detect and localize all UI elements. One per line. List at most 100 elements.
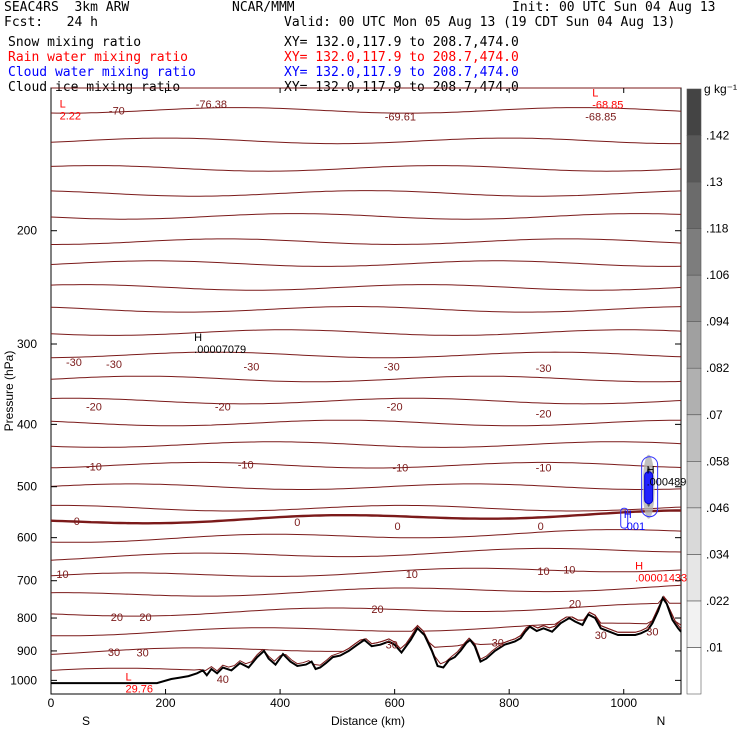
- isotherm-line: [50, 260, 682, 267]
- colorbar-tick-label: .01: [706, 641, 723, 655]
- south-label: S: [82, 714, 90, 728]
- extremum-value: .00007079: [194, 344, 246, 356]
- colorbar-cell: [686, 507, 702, 555]
- colorbar-cell: [686, 228, 702, 276]
- extremum-type: H: [624, 509, 632, 521]
- isotherm-label: -10: [86, 461, 102, 473]
- field-label-rain: Rain water mixing ratio: [8, 50, 189, 65]
- x-tick-label: 1000: [610, 696, 637, 710]
- isotherm-label: 0: [74, 516, 80, 528]
- init-time: Init: 00 UTC Sun 04 Aug 13: [512, 0, 716, 15]
- extremum-type: L: [592, 87, 598, 99]
- isotherm-line: [50, 419, 681, 427]
- isotherm-line: [50, 213, 682, 220]
- extremum-type: H: [647, 464, 655, 476]
- y-axis-label: Pressure (hPa): [2, 351, 16, 432]
- isotherm-line: [50, 509, 681, 525]
- isotherm-label: 10: [406, 569, 418, 581]
- y-tick-label: 600: [17, 531, 37, 545]
- colorbar-cell: [686, 600, 702, 648]
- x-axis-label: Distance (km): [331, 714, 405, 728]
- isotherm-label: 30: [595, 630, 607, 642]
- isotherm-line: [50, 595, 681, 617]
- colorbar: g kg⁻¹ .01 .022 .034 .046 .058 .07 .082 .094 .10…: [686, 82, 737, 695]
- isotherm-label: 30: [108, 647, 120, 659]
- colorbar-cell: [686, 647, 702, 695]
- isotherm-line: [50, 547, 682, 561]
- extremum-type: L: [60, 98, 66, 110]
- field-label-snow: Snow mixing ratio: [8, 35, 142, 50]
- isotherm-line: [50, 375, 682, 383]
- extremum-value: 2.22: [60, 110, 81, 122]
- cloud-water-region: [620, 454, 659, 529]
- isotherm-line: [50, 595, 682, 655]
- temperature-labels: -70 -69.61 -68.85 -76.38 -30 -30 -30 -30 -30 -20 -…: [56, 99, 658, 686]
- y-tick-label: 1000: [10, 673, 37, 687]
- extremum-value: .001: [624, 521, 645, 533]
- isotherm-label: 0: [294, 517, 300, 529]
- cloud-water-contour: [620, 507, 629, 529]
- isotherm-line: [50, 529, 682, 543]
- isotherm-label: 20: [111, 612, 123, 624]
- extremum-value: -68.85: [592, 99, 623, 111]
- center-label: NCAR/MMM: [232, 0, 295, 15]
- y-tick-label: 800: [17, 611, 37, 625]
- isotherm-label: 10: [56, 569, 68, 581]
- y-tick-label: 900: [17, 644, 37, 658]
- extremum-value: 29.76: [125, 684, 153, 696]
- y-tick-label: 500: [17, 480, 37, 494]
- valid-time: Valid: 00 UTC Mon 05 Aug 13 (19 CDT Sun …: [284, 15, 676, 30]
- terrain-line: [51, 595, 682, 685]
- title-left: SEAC4RS 3km ARW: [4, 0, 130, 15]
- colorbar-cell: [686, 88, 702, 136]
- colorbar-tick-label: .118: [706, 222, 729, 236]
- isotherm-label: 0: [538, 521, 544, 533]
- field-label-cloud-water: Cloud water mixing ratio: [8, 65, 196, 80]
- y-tick-label: 200: [17, 224, 37, 238]
- colorbar-cell: [686, 554, 702, 602]
- isotherm-line: [50, 461, 682, 469]
- colorbar-cell: [686, 135, 702, 183]
- extrema-labels: H.00007079H.00048907H.001H.00001433L-68.…: [60, 87, 699, 695]
- isotherm-label: 20: [371, 604, 383, 616]
- colorbar-tick-label: .034: [706, 547, 730, 561]
- colorbar-cell: [686, 414, 702, 462]
- isotherm-label: -30: [244, 361, 260, 373]
- isotherm-line: [50, 483, 682, 490]
- forecast-hour: Fcst: 24 h: [4, 15, 98, 30]
- isotherm-label: 30: [386, 640, 398, 652]
- extremum-type: L: [125, 672, 131, 684]
- isotherm-line: [50, 306, 682, 313]
- x-tick-label: 200: [156, 696, 176, 710]
- cloud-water-core: [644, 471, 654, 505]
- isotherm-label: -30: [384, 361, 400, 373]
- field-xy-cloud-water: XY= 132.0,117.9 to 208.7,474.0: [284, 65, 519, 80]
- isotherm-label: 10: [563, 564, 575, 576]
- colorbar-tick-label: .094: [706, 315, 730, 329]
- x-tick-label: 600: [385, 696, 405, 710]
- isotherm-label: -20: [86, 401, 102, 413]
- colorbar-tick-label: .07: [706, 408, 723, 422]
- isotherm-label: 20: [139, 612, 151, 624]
- colorbar-unit: g kg⁻¹: [704, 82, 737, 96]
- colorbar-cell: [686, 460, 702, 509]
- isotherm-line: [50, 165, 682, 172]
- colorbar-cell: [686, 321, 702, 369]
- extremum-type: H: [194, 332, 202, 344]
- isotherm-line: [50, 351, 682, 359]
- temperature-contours: [50, 87, 682, 672]
- isotherm-label: -76.38: [196, 99, 227, 111]
- isotherm-line: [50, 567, 682, 577]
- isotherm-label: 30: [646, 627, 658, 639]
- isotherm-label: -10: [392, 463, 408, 475]
- isotherm-label: 0: [394, 521, 400, 533]
- isotherm-line: [50, 441, 682, 448]
- field-xy-rain: XY= 132.0,117.9 to 208.7,474.0: [284, 50, 519, 65]
- colorbar-tick-label: .13: [706, 175, 723, 189]
- cloud-water-contour: [641, 456, 659, 518]
- terrain-profile: [51, 595, 682, 685]
- extremum-type: H: [635, 561, 643, 573]
- x-tick-label: 400: [270, 696, 290, 710]
- isotherm-line: [50, 107, 682, 114]
